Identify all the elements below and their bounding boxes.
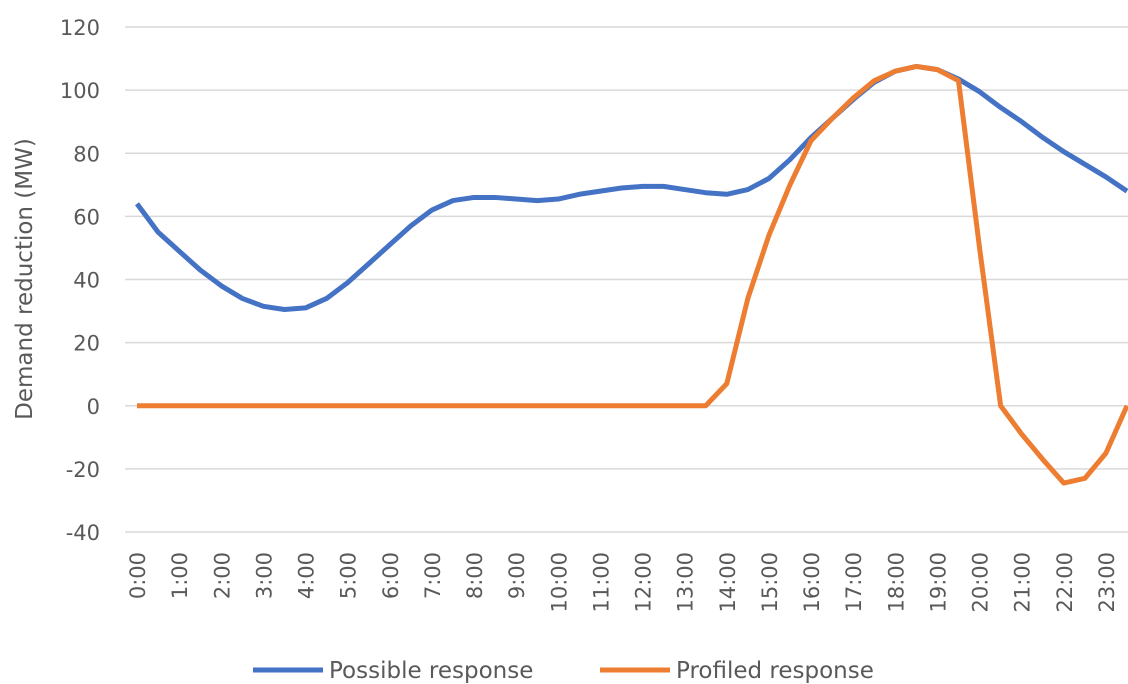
x-tick-label: 9:00 — [505, 552, 529, 599]
x-tick-label: 0:00 — [126, 552, 150, 599]
x-tick-label: 19:00 — [926, 552, 950, 613]
x-tick-label: 18:00 — [884, 552, 908, 613]
x-tick-label: 3:00 — [252, 552, 276, 599]
y-axis-label: Demand reduction (MW) — [12, 138, 38, 420]
x-tick-label: 17:00 — [842, 552, 866, 613]
x-tick-label: 14:00 — [716, 552, 740, 613]
x-tick-label: 1:00 — [168, 552, 192, 599]
x-tick-label: 15:00 — [758, 552, 782, 613]
y-tick-label: 40 — [73, 269, 100, 293]
x-tick-label: 12:00 — [632, 552, 656, 613]
x-tick-label: 20:00 — [969, 552, 993, 613]
x-tick-label: 11:00 — [589, 552, 613, 613]
y-tick-label: 0 — [87, 395, 100, 419]
x-tick-label: 6:00 — [379, 552, 403, 599]
y-tick-label: 80 — [73, 142, 100, 166]
x-tick-label: 21:00 — [1011, 552, 1035, 613]
x-tick-label: 8:00 — [463, 552, 487, 599]
y-tick-label: 120 — [60, 16, 100, 40]
x-tick-label: 2:00 — [210, 552, 234, 599]
y-tick-label: 100 — [60, 79, 100, 103]
x-tick-label: 16:00 — [800, 552, 824, 613]
y-tick-label: -20 — [66, 458, 100, 482]
x-tick-label: 23:00 — [1095, 552, 1119, 613]
legend-label: Possible response — [329, 658, 533, 684]
x-tick-label: 7:00 — [421, 552, 445, 599]
x-tick-label: 4:00 — [295, 552, 319, 599]
x-tick-label: 10:00 — [547, 552, 571, 613]
x-tick-label: 13:00 — [674, 552, 698, 613]
series-line — [137, 63, 1128, 486]
legend-label: Profiled response — [676, 658, 874, 684]
series-line — [134, 63, 1128, 312]
y-tick-label: -40 — [66, 521, 100, 545]
y-tick-label: 60 — [73, 205, 100, 229]
x-tick-label: 5:00 — [337, 552, 361, 599]
x-tick-label: 22:00 — [1053, 552, 1077, 613]
y-tick-label: 20 — [73, 332, 100, 356]
